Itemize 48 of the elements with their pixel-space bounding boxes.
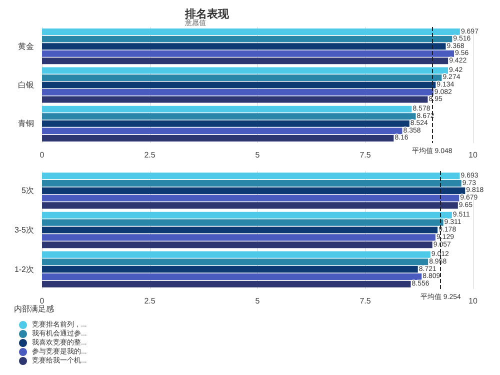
x-tick-label: 5 — [255, 150, 260, 160]
bar — [42, 202, 458, 209]
bar — [42, 82, 436, 88]
bar — [42, 74, 442, 81]
bar — [42, 67, 448, 74]
bar — [42, 226, 438, 234]
bar — [42, 280, 411, 288]
x-tick-label: 2.5 — [144, 296, 156, 306]
bar — [42, 241, 432, 248]
bar — [42, 273, 422, 280]
bar — [42, 194, 460, 202]
x-tick-label: 2.5 — [144, 150, 156, 160]
bar — [42, 219, 444, 226]
bar — [42, 120, 410, 127]
bar — [42, 258, 428, 266]
x-tick-label: 5 — [255, 296, 260, 306]
chart-title: 排名表现 — [184, 8, 230, 20]
y-tick-label: 5次 — [22, 186, 34, 196]
bar — [42, 187, 466, 194]
x-tick-label: 10 — [468, 150, 478, 160]
bar — [42, 43, 446, 50]
y-tick-label: 白银 — [18, 80, 34, 90]
bar — [42, 180, 462, 187]
x-tick-label: 0 — [40, 150, 45, 160]
bar — [42, 172, 460, 180]
x-tick-label: 7.5 — [360, 296, 372, 306]
bar — [42, 212, 452, 219]
y-tick-label: 3-5次 — [14, 226, 34, 234]
bar — [42, 251, 430, 258]
bar — [42, 266, 418, 273]
bar — [42, 113, 416, 120]
y-tick-label: 1-2次 — [14, 264, 34, 274]
y-tick-label: 黄金 — [18, 42, 34, 51]
y-tick-label: 青铜 — [18, 119, 34, 128]
legend-title: 内部满足感 — [14, 304, 54, 314]
bar — [42, 58, 448, 64]
bar — [42, 36, 452, 42]
bar — [42, 96, 428, 103]
bar — [42, 50, 454, 57]
bar — [42, 234, 436, 241]
x-tick-label: 10 — [468, 296, 478, 306]
bar — [42, 89, 434, 96]
bar — [42, 28, 460, 36]
bar — [42, 134, 394, 142]
x-tick-label: 7.5 — [360, 150, 372, 160]
bar — [42, 128, 402, 134]
x-tick-label: 0 — [40, 296, 45, 306]
bar — [42, 106, 412, 112]
